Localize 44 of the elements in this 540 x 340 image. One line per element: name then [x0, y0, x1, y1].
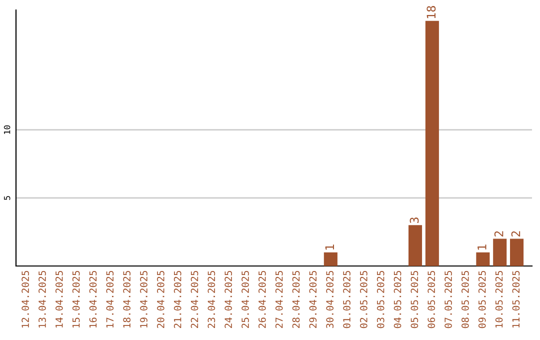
x-tick-label: 17.04.2025 [106, 270, 114, 328]
x-tick-label: 21.04.2025 [174, 270, 182, 328]
bar [408, 225, 422, 266]
x-tick-label: 15.04.2025 [72, 270, 80, 328]
x-tick-label: 03.05.2025 [376, 270, 384, 328]
x-tick-label: 13.04.2025 [38, 270, 46, 328]
bar [425, 20, 439, 266]
x-tick-label: 28.04.2025 [292, 270, 300, 328]
x-tick-label: 07.05.2025 [444, 270, 452, 328]
x-tick-label: 09.05.2025 [478, 270, 486, 328]
x-tick-label: 25.04.2025 [242, 270, 249, 328]
x-tick-label: 06.05.2025 [428, 270, 436, 328]
x-tick-label: 20.04.2025 [156, 270, 164, 328]
x-tick-label: 08.05.2025 [462, 270, 469, 328]
x-tick-label: 05.05.2025 [410, 270, 418, 328]
bar [493, 238, 507, 266]
bar [476, 252, 490, 266]
x-tick-label: 22.04.2025 [190, 270, 198, 328]
data-label: 2 [511, 231, 520, 236]
x-tick-label: 23.04.2025 [208, 270, 216, 328]
x-tick-label: 04.05.2025 [394, 270, 402, 328]
x-tick-label: 12.04.2025 [22, 270, 29, 328]
bar [324, 252, 338, 266]
x-tick-label: 24.04.2025 [224, 270, 232, 328]
data-label: 1 [478, 244, 486, 250]
x-tick-label: 18.04.2025 [123, 270, 131, 328]
x-tick-label: 30.04.2025 [326, 270, 334, 328]
y-tick-label: 10 [4, 125, 10, 134]
data-label: 18 [426, 6, 436, 18]
y-tick-label: 5 [4, 196, 10, 200]
data-label: 1 [325, 244, 334, 250]
x-tick-label: 19.04.2025 [140, 270, 148, 328]
x-tick-label: 02.05.2025 [360, 270, 368, 328]
x-tick-label: 01.05.2025 [343, 270, 350, 328]
bar [510, 238, 524, 266]
x-tick-label: 10.05.2025 [495, 270, 503, 328]
data-label: 3 [410, 218, 419, 223]
data-label: 2 [494, 231, 504, 236]
x-tick-label: 14.04.2025 [55, 270, 63, 328]
x-tick-label: 16.04.2025 [89, 270, 97, 328]
x-tick-label: 27.04.2025 [275, 270, 283, 328]
x-tick-label: 26.04.2025 [258, 270, 266, 328]
x-tick-label: 29.04.2025 [309, 270, 317, 328]
x-tick-label: 11.05.2025 [512, 270, 520, 328]
